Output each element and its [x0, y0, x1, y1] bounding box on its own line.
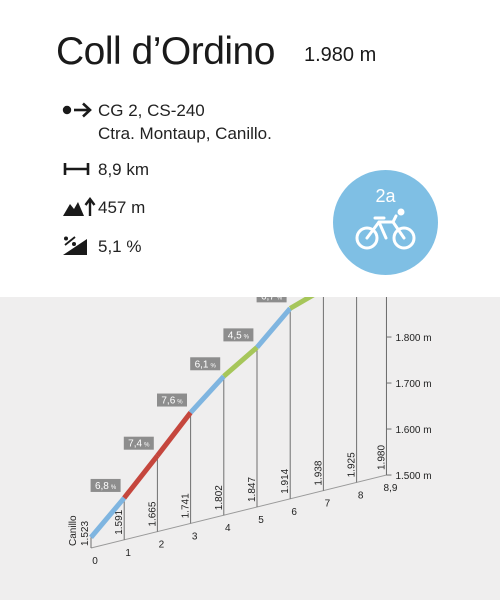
- gradient-label: 7,6%: [161, 396, 183, 407]
- route-arrow-icon: [62, 99, 98, 121]
- route-row: CG 2, CS-240 Ctra. Montaup, Canillo.: [62, 99, 272, 145]
- gradient-label-box: [123, 436, 154, 450]
- profile-segment: [188, 374, 226, 415]
- difficulty-badge: 2a: [333, 170, 438, 275]
- gradient-label: 6,7%: [261, 297, 283, 302]
- distance-value: 8,9 km: [98, 160, 150, 179]
- y-axis-tick-label: 1.700 m: [395, 379, 431, 390]
- altitude-label: 1.802: [214, 485, 225, 510]
- gradient-label: 7,4%: [128, 439, 150, 450]
- altitude-label: 1.591: [114, 509, 125, 534]
- x-tick-label: 6: [291, 507, 297, 518]
- gradient-icon: [62, 235, 98, 257]
- bicycle-icon: [355, 208, 416, 250]
- distance-row: 8,9 km: [62, 158, 149, 181]
- altitude-label: 1.914: [280, 468, 291, 493]
- profile-segment: [255, 306, 293, 350]
- x-tick-label: 2: [159, 540, 165, 551]
- x-tick-label: 1: [125, 548, 131, 559]
- altitude-label: 1.925: [347, 452, 358, 477]
- altitude-label: 1.741: [181, 493, 192, 518]
- altitude-label: 1.938: [313, 460, 324, 485]
- elevation-gain-value: 457 m: [98, 198, 146, 217]
- x-tick-label: 8: [358, 490, 364, 501]
- y-axis-tick-label: 1.500 m: [395, 471, 431, 482]
- gradient-label-box: [90, 478, 121, 492]
- x-tick-label: 7: [325, 499, 331, 510]
- page-title: Coll d’Ordino: [56, 30, 275, 73]
- y-axis-tick-label: 1.600 m: [395, 425, 431, 436]
- difficulty-label: 2a: [375, 186, 396, 206]
- profile-segment: [222, 345, 259, 379]
- x-tick-label: 8,9: [384, 483, 398, 494]
- altitude-label: 1.980: [376, 445, 387, 470]
- x-tick-label: 3: [192, 531, 198, 542]
- x-tick-label: 4: [225, 523, 231, 534]
- elevation-gain-icon: [62, 196, 98, 218]
- elevation-row: 457 m: [62, 196, 145, 219]
- y-axis-tick-label: 1.800 m: [395, 333, 431, 344]
- altitude-label: 1.523: [80, 521, 91, 546]
- gradient-label-box: [223, 328, 254, 342]
- altitude-label: 1.847: [247, 477, 258, 502]
- profile-segment: [288, 286, 325, 311]
- profile-baseline: [90, 474, 387, 549]
- gradient-label: 6,8%: [95, 481, 117, 492]
- gradient-label: 6,1%: [195, 359, 217, 370]
- y-axis-tick-label: 1.900 m: [395, 297, 431, 298]
- gradient-label: 4,5%: [228, 330, 250, 341]
- x-tick-label: 0: [92, 556, 98, 567]
- altitude-label: 1.665: [147, 501, 158, 526]
- gradient-value: 5,1 %: [98, 237, 142, 256]
- route-info-panel: Coll d’Ordino 1.980 m CG 2, CS-240 Ctra.…: [0, 0, 500, 297]
- summit-altitude: 1.980 m: [304, 44, 377, 66]
- profile-segment: [122, 454, 160, 500]
- x-tick-label: 5: [258, 515, 264, 526]
- gradient-label-box: [190, 357, 221, 371]
- elevation-profile-chart: 1.500 m1.600 m1.700 m1.800 m1.900 m2.000…: [68, 235, 432, 567]
- start-town-label: Canillo: [68, 515, 79, 546]
- distance-icon: [62, 158, 98, 180]
- profile-segment: [89, 496, 127, 540]
- gradient-row: 5,1 %: [62, 235, 141, 258]
- elevation-profile-panel: 1.500 m1.600 m1.700 m1.800 m1.900 m2.000…: [0, 235, 500, 600]
- gradient-label-box: [157, 393, 187, 407]
- route-start: Ctra. Montaup, Canillo.: [98, 124, 272, 143]
- route-roads: CG 2, CS-240: [98, 101, 205, 120]
- profile-segment: [155, 411, 193, 458]
